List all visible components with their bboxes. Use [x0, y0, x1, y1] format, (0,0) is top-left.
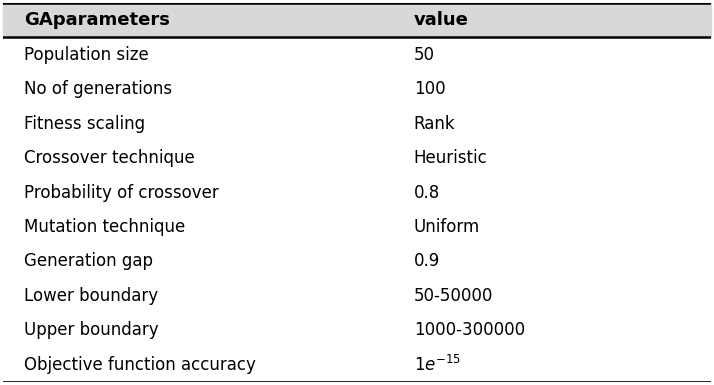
Text: 0.9: 0.9: [413, 253, 440, 271]
Text: 50: 50: [413, 45, 435, 64]
Text: No of generations: No of generations: [24, 80, 172, 98]
Text: Probability of crossover: Probability of crossover: [24, 184, 218, 201]
Text: $1e^{-15}$: $1e^{-15}$: [413, 355, 461, 375]
Text: Fitness scaling: Fitness scaling: [24, 114, 145, 132]
Text: Rank: Rank: [413, 114, 456, 132]
Bar: [3, 3, 711, 37]
Text: Population size: Population size: [24, 45, 149, 64]
Text: Lower boundary: Lower boundary: [24, 287, 159, 305]
Text: 100: 100: [413, 80, 446, 98]
Text: Objective function accuracy: Objective function accuracy: [24, 356, 256, 374]
Text: Heuristic: Heuristic: [413, 149, 488, 167]
Text: 1000-300000: 1000-300000: [413, 321, 525, 340]
Text: Generation gap: Generation gap: [24, 253, 153, 271]
Text: value: value: [413, 11, 468, 29]
Text: 50-50000: 50-50000: [413, 287, 493, 305]
Text: 0.8: 0.8: [413, 184, 440, 201]
Text: GAparameters: GAparameters: [24, 11, 170, 29]
Text: Mutation technique: Mutation technique: [24, 218, 185, 236]
Text: Crossover technique: Crossover technique: [24, 149, 195, 167]
Text: Uniform: Uniform: [413, 218, 480, 236]
Text: Upper boundary: Upper boundary: [24, 321, 159, 340]
